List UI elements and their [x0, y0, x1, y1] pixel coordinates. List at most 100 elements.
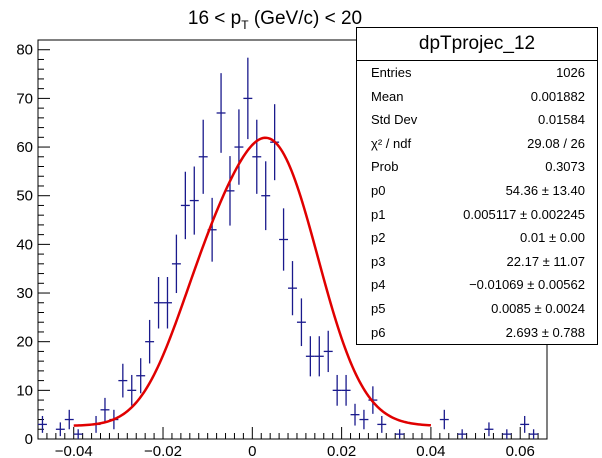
data-point: [520, 415, 530, 433]
stats-row: Entries 1026: [357, 61, 597, 85]
stats-value: 0.01584: [538, 112, 585, 128]
stats-key: Mean: [371, 88, 404, 104]
y-tick-label: 40: [16, 236, 33, 253]
data-point: [395, 429, 405, 439]
stats-row: p4 −0.01069 ± 0.00562: [357, 273, 597, 297]
stats-key: p5: [371, 300, 386, 316]
data-point: [377, 415, 387, 433]
data-point: [484, 422, 494, 437]
data-point: [73, 429, 83, 439]
stats-value: 1026: [556, 65, 585, 80]
stats-value: 0.0085 ± 0.0024: [491, 300, 585, 316]
data-point: [180, 171, 190, 240]
data-point: [243, 57, 253, 140]
data-point: [64, 409, 74, 430]
data-point: [118, 363, 128, 398]
data-point: [279, 208, 289, 271]
data-point: [136, 358, 146, 394]
stats-value: 29.08 / 26: [527, 135, 585, 151]
data-point: [350, 403, 360, 426]
data-point: [225, 156, 235, 226]
stats-key: Std Dev: [371, 112, 418, 128]
y-tick-label: 0: [25, 431, 33, 448]
data-point: [163, 277, 172, 329]
data-point: [502, 429, 512, 439]
stats-key: Prob: [371, 159, 399, 175]
stats-key: p3: [371, 253, 386, 269]
y-tick-label: 50: [16, 188, 33, 205]
data-point: [154, 277, 164, 329]
stats-key: p0: [371, 182, 386, 198]
stats-value: 0.001882: [530, 88, 585, 104]
y-tick-label: 10: [16, 382, 33, 399]
y-tick-label: 70: [16, 90, 33, 107]
title-subscript: T: [241, 17, 249, 32]
stats-row: p1 0.005117 ± 0.002245: [357, 203, 597, 227]
stats-key: p4: [371, 277, 386, 293]
data-point: [38, 415, 47, 433]
data-point: [314, 336, 324, 377]
x-tick-label: 0.02: [327, 443, 356, 458]
x-tick-label: −0.04: [55, 443, 93, 458]
data-point: [529, 429, 539, 439]
x-tick-label: 0.04: [416, 443, 445, 458]
plot-title: 16 < pT (GeV/c) < 20: [130, 8, 420, 32]
stats-row: p2 0.01 ± 0.00: [357, 226, 597, 250]
stats-value: 54.36 ± 13.40: [505, 182, 585, 198]
stats-title: dpTprojec_12: [357, 28, 597, 61]
title-prefix: 16 < p: [187, 8, 242, 29]
data-point: [252, 119, 262, 194]
data-point: [305, 336, 315, 377]
stats-value: 0.3073: [545, 159, 585, 175]
stats-row: Std Dev 0.01584: [357, 108, 597, 132]
stats-value: 2.693 ± 0.788: [505, 324, 585, 340]
data-point: [296, 298, 306, 347]
data-point: [216, 73, 226, 153]
stats-row: Mean 0.001882: [357, 85, 597, 109]
data-point: [55, 422, 65, 437]
data-points: [38, 57, 539, 439]
stats-rows: Entries 1026 Mean 0.001882 Std Dev 0.01584 χ² …: [357, 61, 597, 344]
stats-value: 0.01 ± 0.00: [520, 230, 585, 246]
stats-key: p6: [371, 324, 386, 340]
axis-ticks: 0 10 20 30 40 50 60 70 80 −0.04 −0.02 0 0.02 0.04 0.06: [16, 42, 548, 458]
stats-row: Prob 0.3073: [357, 155, 597, 179]
stats-key: Entries: [371, 65, 412, 80]
data-point: [332, 374, 342, 406]
stats-key: p2: [371, 230, 386, 246]
data-point: [189, 166, 199, 235]
data-point: [359, 409, 369, 430]
stats-row: p6 2.693 ± 0.788: [357, 321, 597, 345]
stats-row: p5 0.0085 ± 0.0024: [357, 297, 597, 321]
x-tick-label: −0.02: [144, 443, 182, 458]
stats-box: dpTprojec_12 Entries 1026 Mean 0.001882 Std …: [356, 27, 598, 345]
stats-key: p1: [371, 206, 386, 222]
stats-row: χ² / ndf 29.08 / 26: [357, 132, 597, 156]
title-suffix: (GeV/c) < 20: [248, 8, 363, 29]
data-point: [100, 397, 110, 422]
stats-key: χ² / ndf: [371, 135, 412, 151]
data-point: [145, 319, 155, 364]
y-tick-label: 80: [16, 42, 33, 59]
data-point: [261, 161, 271, 231]
stats-value: 0.005117 ± 0.002245: [463, 206, 585, 222]
x-tick-label: 0: [248, 443, 256, 458]
stats-row: p0 54.36 ± 13.40: [357, 179, 597, 203]
y-tick-label: 30: [16, 285, 33, 302]
data-point: [341, 374, 351, 406]
stats-value: 22.17 ± 11.07: [506, 253, 585, 269]
data-point: [171, 234, 181, 294]
x-tick-label: 0.06: [506, 443, 535, 458]
data-point: [288, 261, 297, 316]
y-tick-label: 60: [16, 139, 33, 156]
data-point: [323, 330, 333, 373]
data-point: [234, 109, 244, 185]
data-point: [457, 429, 467, 439]
y-tick-label: 20: [16, 334, 33, 351]
data-point: [439, 409, 449, 430]
stats-row: p3 22.17 ± 11.07: [357, 250, 597, 274]
data-point: [198, 119, 208, 194]
fit-curve: [73, 136, 431, 427]
stats-value: −0.01069 ± 0.00562: [469, 277, 585, 293]
